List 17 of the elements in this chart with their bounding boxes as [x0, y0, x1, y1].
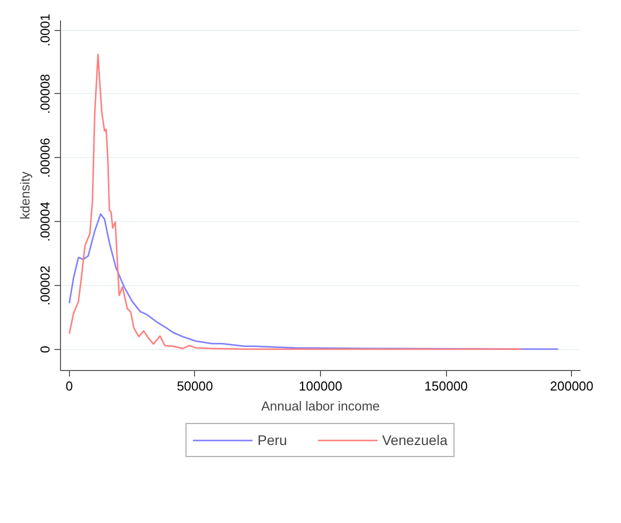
y-tick-label: .0001 [38, 14, 52, 46]
y-tick-label: .00008 [38, 74, 52, 114]
y-tick-label: .00004 [38, 202, 52, 242]
x-tick-label: 150000 [424, 378, 468, 394]
y-tick-label: .00006 [38, 138, 52, 178]
y-tick-label: .00002 [38, 266, 52, 306]
y-axis-title: kdensity [18, 171, 32, 220]
y-tick-label: 0 [38, 346, 52, 354]
x-tick-label: 50000 [176, 378, 213, 394]
x-tick-label: 200000 [550, 378, 594, 394]
legend-label: Venezuela [382, 432, 448, 448]
x-tick-label: 0 [66, 378, 73, 394]
line-series [68, 54, 522, 350]
x-axis-title: Annual labor income [261, 398, 380, 414]
x-tick-label: 100000 [298, 378, 342, 394]
line-series [68, 213, 559, 350]
legend-label: Peru [258, 432, 288, 448]
